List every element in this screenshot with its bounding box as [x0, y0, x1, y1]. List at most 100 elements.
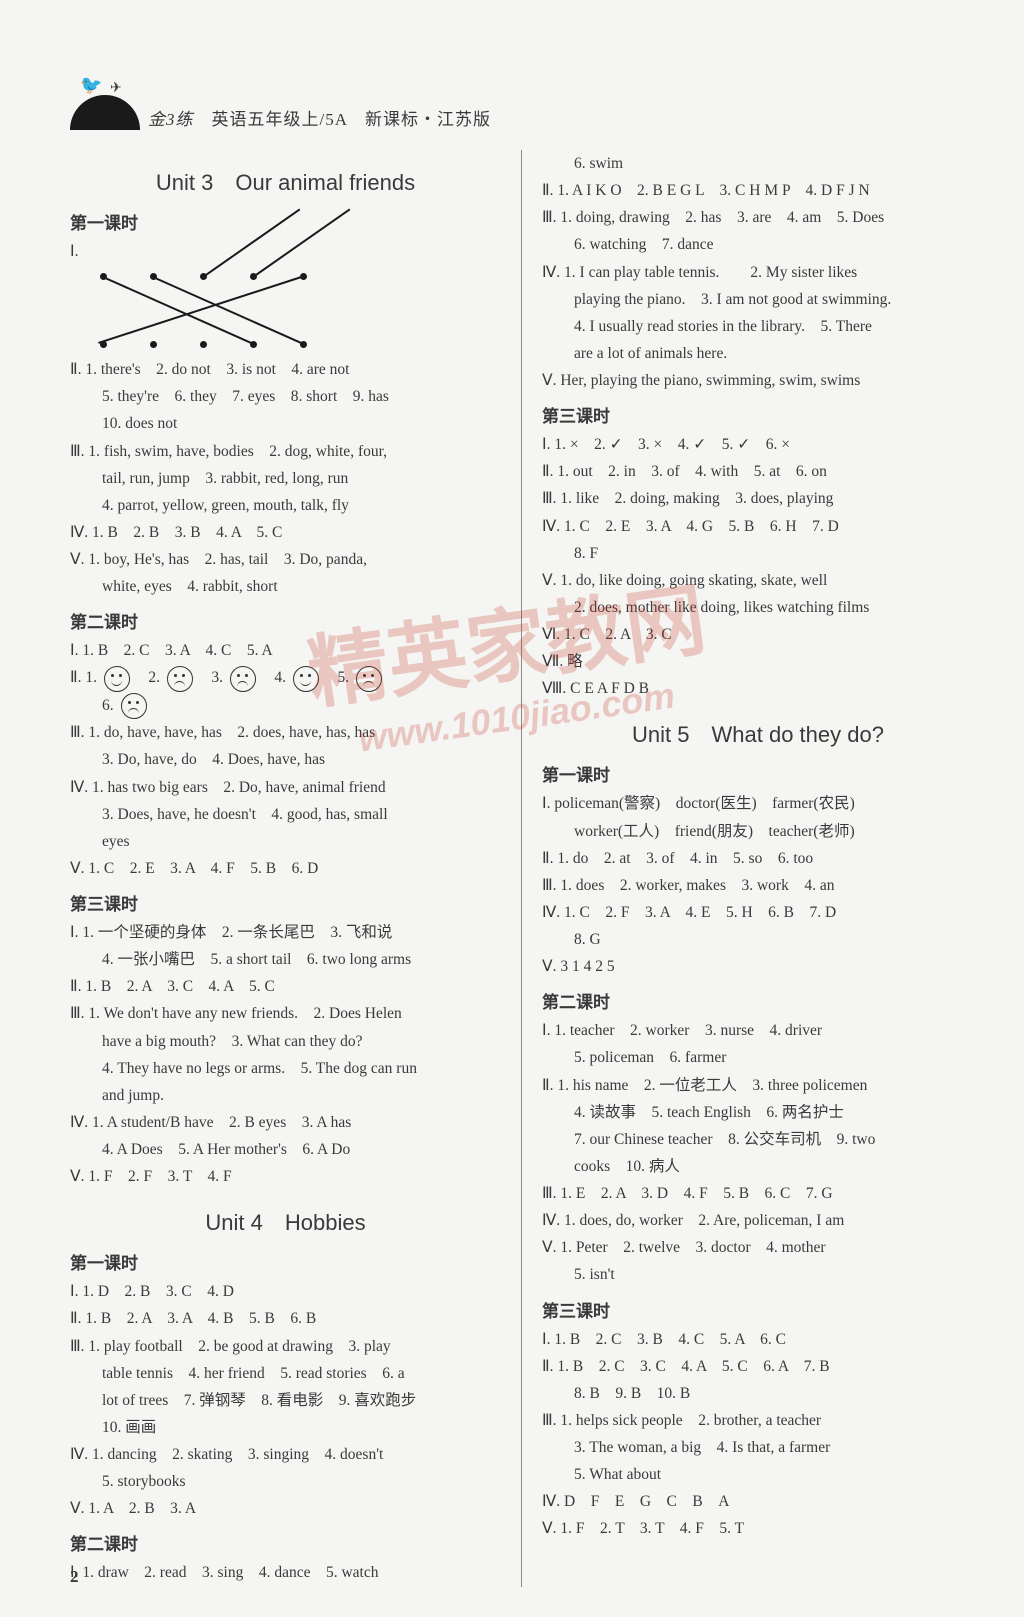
answer-line: 4. parrot, yellow, green, mouth, talk, f…: [70, 492, 501, 519]
answer-line: Ⅳ. 1. does, do, worker 2. Are, policeman…: [542, 1207, 974, 1234]
lesson-header: 第三课时: [70, 890, 501, 915]
answer-line: Ⅷ. C E A F D B: [542, 675, 974, 702]
answer-line: Ⅳ. 1. C 2. E 3. A 4. G 5. B 6. H 7. D: [542, 513, 974, 540]
answer-line: Ⅲ. 1. fish, swim, have, bodies 2. dog, w…: [70, 438, 501, 465]
answer-line: 6. swim: [542, 150, 974, 177]
answer-line: 5. isn't: [542, 1261, 974, 1288]
answer-line: 6. watching 7. dance: [542, 231, 974, 258]
answer-line: Ⅳ. 1. A student/B have 2. B eyes 3. A ha…: [70, 1109, 501, 1136]
answer-line: have a big mouth? 3. What can they do?: [70, 1028, 501, 1055]
answer-line: Ⅶ. 略: [542, 648, 974, 675]
lesson-header: 第一课时: [542, 761, 974, 786]
answer-line: Ⅳ. 1. dancing 2. skating 3. singing 4. d…: [70, 1441, 501, 1468]
answer-line: Ⅴ. 3 1 4 2 5: [542, 953, 974, 980]
answer-line: Ⅰ. 1. D 2. B 3. C 4. D: [70, 1278, 501, 1305]
answer-line: 4. They have no legs or arms. 5. The dog…: [70, 1055, 501, 1082]
answer-line: table tennis 4. her friend 5. read stori…: [70, 1360, 501, 1387]
answer-line: 7. our Chinese teacher 8. 公交车司机 9. two: [542, 1126, 974, 1153]
lesson-header: 第三课时: [542, 402, 974, 427]
unit3-title: Unit 3 Our animal friends: [70, 165, 501, 197]
frown-icon: [356, 666, 382, 692]
smile-icon: [293, 666, 319, 692]
answer-line: 3. The woman, a big 4. Is that, a farmer: [542, 1434, 974, 1461]
answer-line: eyes: [70, 828, 501, 855]
answer-line: Ⅱ. 1. do 2. at 3. of 4. in 5. so 6. too: [542, 845, 974, 872]
answer-line: 2. does, mother like doing, likes watchi…: [542, 594, 974, 621]
header-text: 金3练 英语五年级上/5A 新课标・江苏版: [148, 105, 491, 130]
answer-line: 8. G: [542, 926, 974, 953]
frown-icon: [121, 693, 147, 719]
answer-line: Ⅳ. D F E G C B A: [542, 1488, 974, 1515]
answer-line: tail, run, jump 3. rabbit, red, long, ru…: [70, 465, 501, 492]
answer-line: 5. they're 6. they 7. eyes 8. short 9. h…: [70, 383, 501, 410]
answer-line: Ⅵ. 1. C 2. A 3. C: [542, 621, 974, 648]
page-number: 2: [70, 1567, 79, 1587]
lesson-header: 第二课时: [542, 988, 974, 1013]
answer-line: Ⅰ. 1. B 2. C 3. B 4. C 5. A 6. C: [542, 1326, 974, 1353]
answer-line: 10. 画画: [70, 1414, 501, 1441]
answer-line: 6.: [70, 692, 501, 719]
answer-line: Ⅴ. 1. F 2. F 3. T 4. F: [70, 1163, 501, 1190]
answer-line: Ⅴ. 1. Peter 2. twelve 3. doctor 4. mothe…: [542, 1234, 974, 1261]
answer-line: Ⅲ. 1. helps sick people 2. brother, a te…: [542, 1407, 974, 1434]
answer-line: Ⅴ. 1. F 2. T 3. T 4. F 5. T: [542, 1515, 974, 1542]
answer-line: Ⅲ. 1. like 2. doing, making 3. does, pla…: [542, 485, 974, 512]
matching-diagram: [100, 273, 310, 348]
lesson-header: 第二课时: [70, 608, 501, 633]
answer-line: Ⅳ. 1. I can play table tennis. 2. My sis…: [542, 259, 974, 286]
answer-line: Ⅲ. 1. E 2. A 3. D 4. F 5. B 6. C 7. G: [542, 1180, 974, 1207]
unit5-title: Unit 5 What do they do?: [542, 717, 974, 749]
answer-line: 5. What about: [542, 1461, 974, 1488]
answer-line: 3. Does, have, he doesn't 4. good, has, …: [70, 801, 501, 828]
answer-line: Ⅱ. 1. A I K O 2. B E G L 3. C H M P 4. D…: [542, 177, 974, 204]
answer-line: Ⅳ. 1. has two big ears 2. Do, have, anim…: [70, 774, 501, 801]
answer-line: 5. policeman 6. farmer: [542, 1044, 974, 1071]
answer-line: 8. B 9. B 10. B: [542, 1380, 974, 1407]
answer-line: Ⅲ. 1. do, have, have, has 2. does, have,…: [70, 719, 501, 746]
answer-line: 8. F: [542, 540, 974, 567]
answer-line: Ⅱ. 1. there's 2. do not 3. is not 4. are…: [70, 356, 501, 383]
answer-line: and jump.: [70, 1082, 501, 1109]
answer-line: Ⅰ. 1. draw 2. read 3. sing 4. dance 5. w…: [70, 1559, 501, 1586]
answer-line: playing the piano. 3. I am not good at s…: [542, 286, 974, 313]
answer-line: Ⅱ. 1. B 2. A 3. A 4. B 5. B 6. B: [70, 1305, 501, 1332]
answer-line: 4. 读故事 5. teach English 6. 两名护士: [542, 1099, 974, 1126]
unit4-title: Unit 4 Hobbies: [70, 1205, 501, 1237]
logo: 🐦 ✈: [70, 75, 140, 130]
right-column: 6. swim Ⅱ. 1. A I K O 2. B E G L 3. C H …: [522, 150, 974, 1587]
brand: 金3练: [148, 110, 194, 129]
answer-line: Ⅱ. 1. B 2. C 3. C 4. A 5. C 6. A 7. B: [542, 1353, 974, 1380]
answer-line: Ⅴ. Her, playing the piano, swimming, swi…: [542, 367, 974, 394]
answer-line: 3. Do, have, do 4. Does, have, has: [70, 746, 501, 773]
answer-line: Ⅴ. 1. do, like doing, going skating, ska…: [542, 567, 974, 594]
answer-line: Ⅴ. 1. A 2. B 3. A: [70, 1495, 501, 1522]
answer-line: Ⅰ. 1. 一个坚硬的身体 2. 一条长尾巴 3. 飞和说: [70, 919, 501, 946]
answer-line: 4. I usually read stories in the library…: [542, 313, 974, 340]
answer-line: Ⅱ. 1. 2. 3. 4. 5.: [70, 664, 501, 691]
answer-line: Ⅱ. 1. out 2. in 3. of 4. with 5. at 6. o…: [542, 458, 974, 485]
answer-line: lot of trees 7. 弹钢琴 8. 看电影 9. 喜欢跑步: [70, 1387, 501, 1414]
answer-line: Ⅳ. 1. C 2. F 3. A 4. E 5. H 6. B 7. D: [542, 899, 974, 926]
frown-icon: [167, 666, 193, 692]
answer-line: 4. A Does 5. A Her mother's 6. A Do: [70, 1136, 501, 1163]
answer-line: Ⅱ. 1. his name 2. 一位老工人 3. three policem…: [542, 1072, 974, 1099]
lesson-header: 第一课时: [70, 209, 501, 234]
answer-line: cooks 10. 病人: [542, 1153, 974, 1180]
answer-line: Ⅰ. policeman(警察) doctor(医生) farmer(农民): [542, 790, 974, 817]
answer-line: Ⅴ. 1. boy, He's, has 2. has, tail 3. Do,…: [70, 546, 501, 573]
answer-line: Ⅴ. 1. C 2. E 3. A 4. F 5. B 6. D: [70, 855, 501, 882]
answer-line: Ⅰ. 1. teacher 2. worker 3. nurse 4. driv…: [542, 1017, 974, 1044]
frown-icon: [230, 666, 256, 692]
answer-line: are a lot of animals here.: [542, 340, 974, 367]
lesson-header: 第一课时: [70, 1249, 501, 1274]
answer-line: Ⅰ. 1. B 2. C 3. A 4. C 5. A: [70, 637, 501, 664]
answer-line: Ⅰ. 1. × 2. ✓ 3. × 4. ✓ 5. ✓ 6. ×: [542, 431, 974, 458]
answer-line: 4. 一张小嘴巴 5. a short tail 6. two long arm…: [70, 946, 501, 973]
answer-line: Ⅲ. 1. play football 2. be good at drawin…: [70, 1333, 501, 1360]
answer-line: Ⅱ. 1. B 2. A 3. C 4. A 5. C: [70, 973, 501, 1000]
answer-line: worker(工人) friend(朋友) teacher(老师): [542, 818, 974, 845]
answer-line: Ⅲ. 1. doing, drawing 2. has 3. are 4. am…: [542, 204, 974, 231]
answer-line: Ⅳ. 1. B 2. B 3. B 4. A 5. C: [70, 519, 501, 546]
answer-line: 10. does not: [70, 410, 501, 437]
page-header: 🐦 ✈ 金3练 英语五年级上/5A 新课标・江苏版: [70, 70, 974, 130]
